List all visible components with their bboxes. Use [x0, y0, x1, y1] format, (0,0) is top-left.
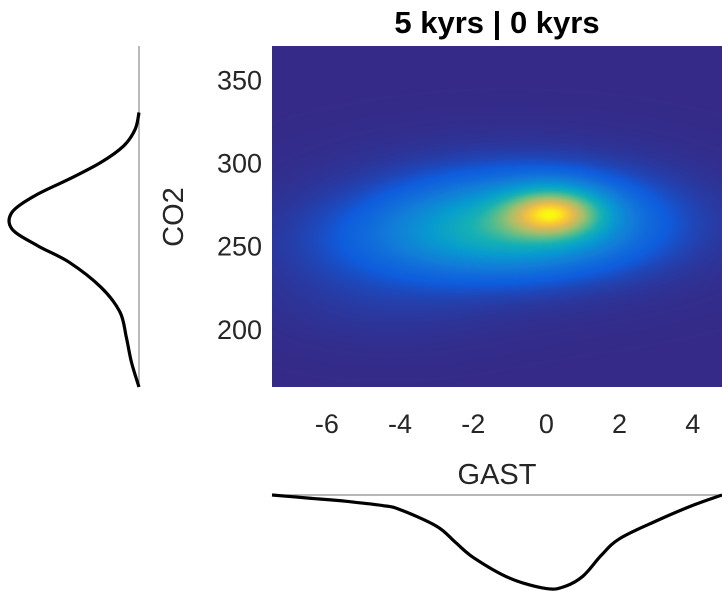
x-axis-ticks: -6 -4 -2 0 2 4 [315, 409, 700, 439]
y-tick-label: 200 [217, 315, 262, 345]
heatmap-panel [272, 46, 722, 387]
x-tick-label: -2 [461, 409, 485, 439]
marginal-y-panel [7, 46, 141, 388]
y-axis-ticks: 200 250 300 350 [217, 65, 262, 345]
x-tick-label: -4 [388, 409, 412, 439]
y-tick-label: 250 [217, 232, 262, 262]
x-tick-label: 2 [612, 409, 627, 439]
x-tick-label: -6 [315, 409, 339, 439]
heatmap-canvas-holder [272, 46, 722, 387]
y-tick-label: 300 [217, 148, 262, 178]
marginal-x-curve [271, 493, 722, 591]
y-axis-label: CO2 [158, 187, 190, 247]
x-tick-label: 0 [539, 409, 554, 439]
marginal-x-panel [271, 493, 722, 591]
chart-title: 5 kyrs | 0 kyrs [394, 5, 599, 40]
marginal-y-curve [7, 112, 141, 388]
density-heatmap [272, 46, 722, 387]
x-tick-label: 4 [685, 409, 700, 439]
x-axis-label: GAST [458, 459, 537, 491]
y-tick-label: 350 [217, 65, 262, 95]
